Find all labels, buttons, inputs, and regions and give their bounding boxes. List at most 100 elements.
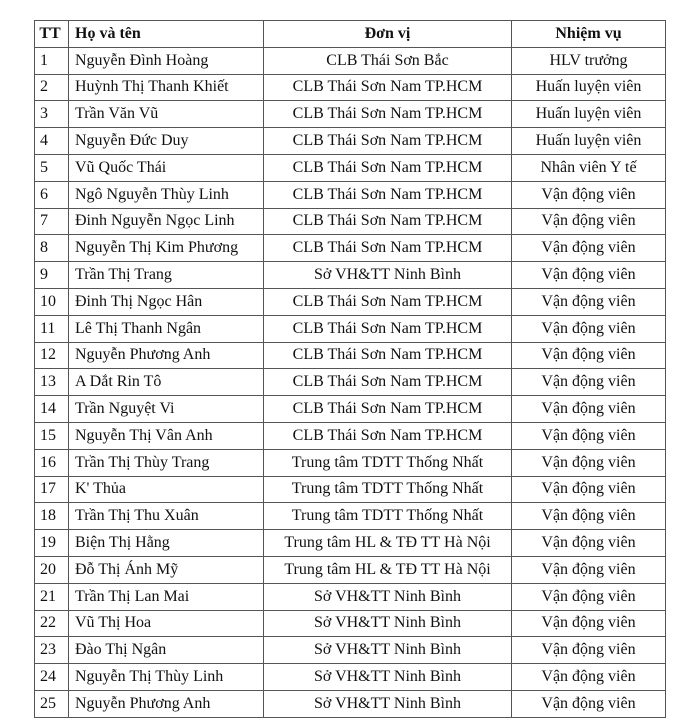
cell-index: 8 [34,234,69,263]
table-row: 24 Nguyễn Thị Thùy Linh Sở VH&TT Ninh Bình… [34,663,666,691]
table-row: 18 Trần Thị Thu Xuân Trung tâm TDTT Thống … [34,502,666,531]
cell-index: 7 [34,207,69,236]
cell-role: Huấn luyện viên [511,100,666,129]
cell-role: Vận động viên [511,475,666,504]
table-row: 5 Vũ Quốc Thái CLB Thái Sơn Nam TP.HCM Nhân… [34,153,666,182]
table-row: 23 Đào Thị Ngân Sở VH&TT Ninh Bình Vận động… [34,636,666,665]
cell-name: Vũ Thị Hoa [68,609,264,638]
cell-unit: CLB Thái Sơn Nam TP.HCM [263,100,512,129]
table-row: 22 Vũ Thị Hoa Sở VH&TT Ninh Bình Vận động v… [34,609,666,638]
cell-role: Vận động viên [511,341,666,370]
cell-name: Đinh Thị Ngọc Hân [68,287,264,316]
cell-unit: CLB Thái Sơn Nam TP.HCM [263,73,512,102]
cell-role: Vận động viên [511,421,666,450]
cell-unit: CLB Thái Sơn Nam TP.HCM [263,421,512,450]
cell-unit: Trung tâm TDTT Thống Nhất [263,448,512,477]
cell-role: Vận động viên [511,207,666,236]
cell-index: 22 [34,609,69,638]
cell-name: Nguyễn Thị Vân Anh [68,421,264,450]
header-index: TT [34,20,69,48]
cell-index: 1 [34,46,69,75]
header-role: Nhiệm vụ [511,20,666,48]
cell-index: 15 [34,421,69,450]
cell-name: Ngô Nguyễn Thùy Linh [68,180,264,209]
cell-unit: Sở VH&TT Ninh Bình [263,261,512,289]
cell-name: Trần Nguyệt Vi [68,395,264,423]
cell-unit: CLB Thái Sơn Nam TP.HCM [263,287,512,316]
cell-index: 2 [34,73,69,102]
cell-role: Vận động viên [511,448,666,477]
table-row: 7 Đinh Nguyễn Ngọc Linh CLB Thái Sơn Nam T… [34,207,666,236]
cell-role: Vận động viên [511,609,666,638]
cell-index: 5 [34,153,69,182]
cell-name: Trần Thị Thu Xuân [68,502,264,531]
cell-name: Trần Thị Trang [68,261,264,289]
cell-name: Huỳnh Thị Thanh Khiết [68,73,264,102]
cell-index: 18 [34,502,69,531]
cell-name: Trần Thị Thùy Trang [68,448,264,477]
cell-role: Huấn luyện viên [511,127,666,155]
cell-unit: CLB Thái Sơn Nam TP.HCM [263,180,512,209]
cell-index: 16 [34,448,69,477]
cell-role: Vận động viên [511,663,666,691]
table-row: 12 Nguyễn Phương Anh CLB Thái Sơn Nam TP.H… [34,341,666,370]
cell-unit: Sở VH&TT Ninh Bình [263,609,512,638]
cell-role: Nhân viên Y tế [511,153,666,182]
table-row: 15 Nguyễn Thị Vân Anh CLB Thái Sơn Nam TP.… [34,421,666,450]
cell-unit: CLB Thái Sơn Nam TP.HCM [263,368,512,397]
cell-role: Vận động viên [511,689,666,718]
cell-name: Nguyễn Đức Duy [68,127,264,155]
cell-role: Vận động viên [511,234,666,263]
cell-index: 24 [34,663,69,691]
cell-index: 25 [34,689,69,718]
cell-index: 4 [34,127,69,155]
cell-unit: CLB Thái Sơn Nam TP.HCM [263,395,512,423]
table-row: 13 A Dắt Rin Tô CLB Thái Sơn Nam TP.HCM Vận… [34,368,666,397]
table-row: 8 Nguyễn Thị Kim Phương CLB Thái Sơn Nam T… [34,234,666,263]
table-row: 16 Trần Thị Thùy Trang Trung tâm TDTT Thốn… [34,448,666,477]
header-unit: Đơn vị [263,20,512,48]
table-row: 19 Biện Thị Hằng Trung tâm HL & TĐ TT Hà N… [34,529,666,557]
cell-index: 13 [34,368,69,397]
cell-name: Nguyễn Thị Kim Phương [68,234,264,263]
cell-name: Nguyễn Thị Thùy Linh [68,663,264,691]
cell-name: Biện Thị Hằng [68,529,264,557]
cell-role: Vận động viên [511,582,666,611]
table-row: 21 Trần Thị Lan Mai Sở VH&TT Ninh Bình Vận … [34,582,666,611]
table-body: 1 Nguyễn Đình Hoàng CLB Thái Sơn Bắc HLV tr… [34,46,666,718]
cell-unit: CLB Thái Sơn Nam TP.HCM [263,127,512,155]
cell-role: Vận động viên [511,314,666,343]
cell-role: Vận động viên [511,529,666,557]
table-row: 25 Nguyễn Phương Anh Sở VH&TT Ninh Bình Vận… [34,689,666,718]
cell-name: Đinh Nguyễn Ngọc Linh [68,207,264,236]
cell-index: 14 [34,395,69,423]
cell-name: Nguyễn Phương Anh [68,689,264,718]
cell-name: Đỗ Thị Ánh Mỹ [68,555,264,584]
cell-index: 11 [34,314,69,343]
cell-role: HLV trưởng [511,46,666,75]
cell-unit: Sở VH&TT Ninh Bình [263,689,512,718]
cell-unit: Sở VH&TT Ninh Bình [263,663,512,691]
table-row: 1 Nguyễn Đình Hoàng CLB Thái Sơn Bắc HLV tr… [34,46,666,75]
cell-name: Vũ Quốc Thái [68,153,264,182]
cell-index: 17 [34,475,69,504]
cell-name: A Dắt Rin Tô [68,368,264,397]
cell-unit: CLB Thái Sơn Bắc [263,46,512,75]
cell-unit: CLB Thái Sơn Nam TP.HCM [263,207,512,236]
cell-role: Vận động viên [511,555,666,584]
cell-unit: Sở VH&TT Ninh Bình [263,582,512,611]
cell-unit: Trung tâm TDTT Thống Nhất [263,502,512,531]
cell-unit: Trung tâm HL & TĐ TT Hà Nội [263,529,512,557]
cell-role: Vận động viên [511,180,666,209]
roster-table: TT Họ và tên Đơn vị Nhiệm vụ 1 Nguyễn Đìn… [34,20,666,718]
table-row: 6 Ngô Nguyễn Thùy Linh CLB Thái Sơn Nam TP… [34,180,666,209]
table-row: 3 Trần Văn Vũ CLB Thái Sơn Nam TP.HCM Huấn … [34,100,666,129]
cell-role: Vận động viên [511,395,666,423]
cell-role: Huấn luyện viên [511,73,666,102]
cell-role: Vận động viên [511,502,666,531]
cell-index: 6 [34,180,69,209]
cell-name: Trần Thị Lan Mai [68,582,264,611]
table-row: 17 K' Thủa Trung tâm TDTT Thống Nhất Vận độ… [34,475,666,504]
header-name: Họ và tên [68,20,264,48]
table-row: 10 Đinh Thị Ngọc Hân CLB Thái Sơn Nam TP.H… [34,287,666,316]
